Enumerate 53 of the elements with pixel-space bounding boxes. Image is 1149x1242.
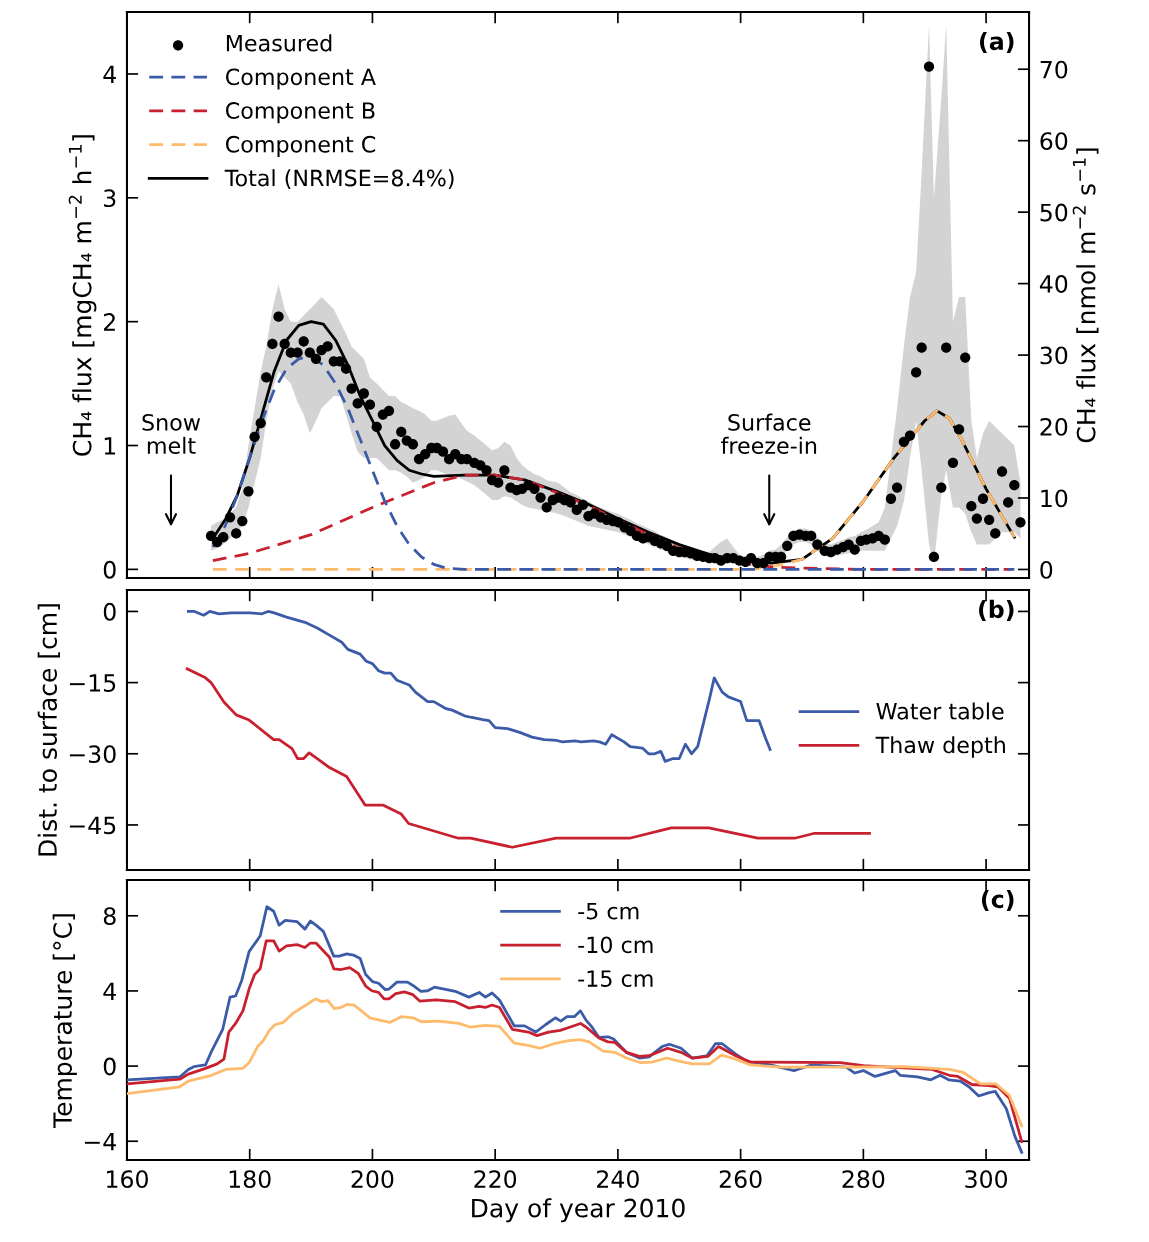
y-tick-label: −15: [69, 674, 116, 692]
legend-label: Component B: [225, 102, 375, 124]
y-tick-label: 4: [103, 65, 116, 83]
legend-label: Measured: [226, 34, 332, 52]
line-series: [185, 667, 871, 849]
y-tick-label: −4: [84, 1133, 116, 1151]
y-tick-label: 2: [103, 313, 115, 331]
x-tick-label: 300: [965, 1170, 1008, 1189]
annotation: (b): [979, 599, 1014, 621]
y-tick-label: 0: [103, 602, 116, 621]
y-tick-label: −45: [69, 816, 116, 835]
y-tick-label: 8: [103, 907, 116, 926]
x-tick-label: 180: [229, 1170, 271, 1189]
y2-tick-label: 20: [1040, 417, 1068, 436]
annotation: (a): [980, 31, 1014, 53]
line-series: [211, 409, 1016, 571]
legend-label: Component C: [225, 135, 376, 157]
x-tick-label: 220: [474, 1170, 517, 1189]
y-tick-label: 4: [103, 982, 116, 1000]
annotation: Snow melt: [142, 414, 201, 455]
y-tick-label: 0: [103, 560, 116, 579]
y-tick-label: 3: [104, 189, 116, 208]
y2-tick-label: 30: [1040, 346, 1068, 365]
legend-label: Thaw depth: [875, 736, 1005, 758]
legend-label: Total (NRMSE=8.4%): [224, 169, 454, 189]
line-series: [126, 997, 1024, 1128]
line-series: [186, 610, 772, 763]
y-tick-label: 0: [103, 1057, 116, 1076]
y-tick-label: 1: [104, 437, 116, 455]
y2-tick-label: 40: [1039, 275, 1068, 293]
legend-label: -10 cm: [578, 936, 653, 954]
x-tick-label: 260: [719, 1170, 762, 1189]
x-tick-label: 240: [597, 1170, 639, 1189]
x-tick-label: 160: [107, 1170, 148, 1189]
legend-label: -15 cm: [578, 970, 653, 987]
y-axis-title: Dist. to surface [cm]: [37, 604, 60, 856]
legend-label: Water table: [876, 702, 1004, 720]
y-axis-title: CH₄ flux [mgCH₄ m$^{−2}$ h$^{−1}$]: [68, 135, 97, 456]
annotation: Surface freeze-in: [721, 413, 817, 455]
x-axis-title: Day of year 2010: [472, 1198, 685, 1223]
y2-tick-label: 50: [1040, 203, 1068, 222]
legend-label: -5 cm: [578, 902, 639, 920]
y2-tick-label: 60: [1040, 132, 1068, 150]
y2-tick-label: 70: [1040, 60, 1068, 79]
legend-label: Component A: [225, 68, 376, 90]
x-tick-label: 280: [842, 1170, 885, 1189]
y-axis-title: Temperature [°C]: [52, 914, 77, 1129]
x-tick-label: 200: [351, 1170, 394, 1189]
annotation: (c): [981, 889, 1014, 911]
y2-tick-label: 10: [1041, 489, 1068, 508]
y2-tick-label: 0: [1040, 560, 1053, 579]
y2-axis-title: CH₄ flux [nmol m$^{−2}$ s$^{−1}$]: [1072, 148, 1099, 443]
y-tick-label: −30: [69, 745, 116, 764]
